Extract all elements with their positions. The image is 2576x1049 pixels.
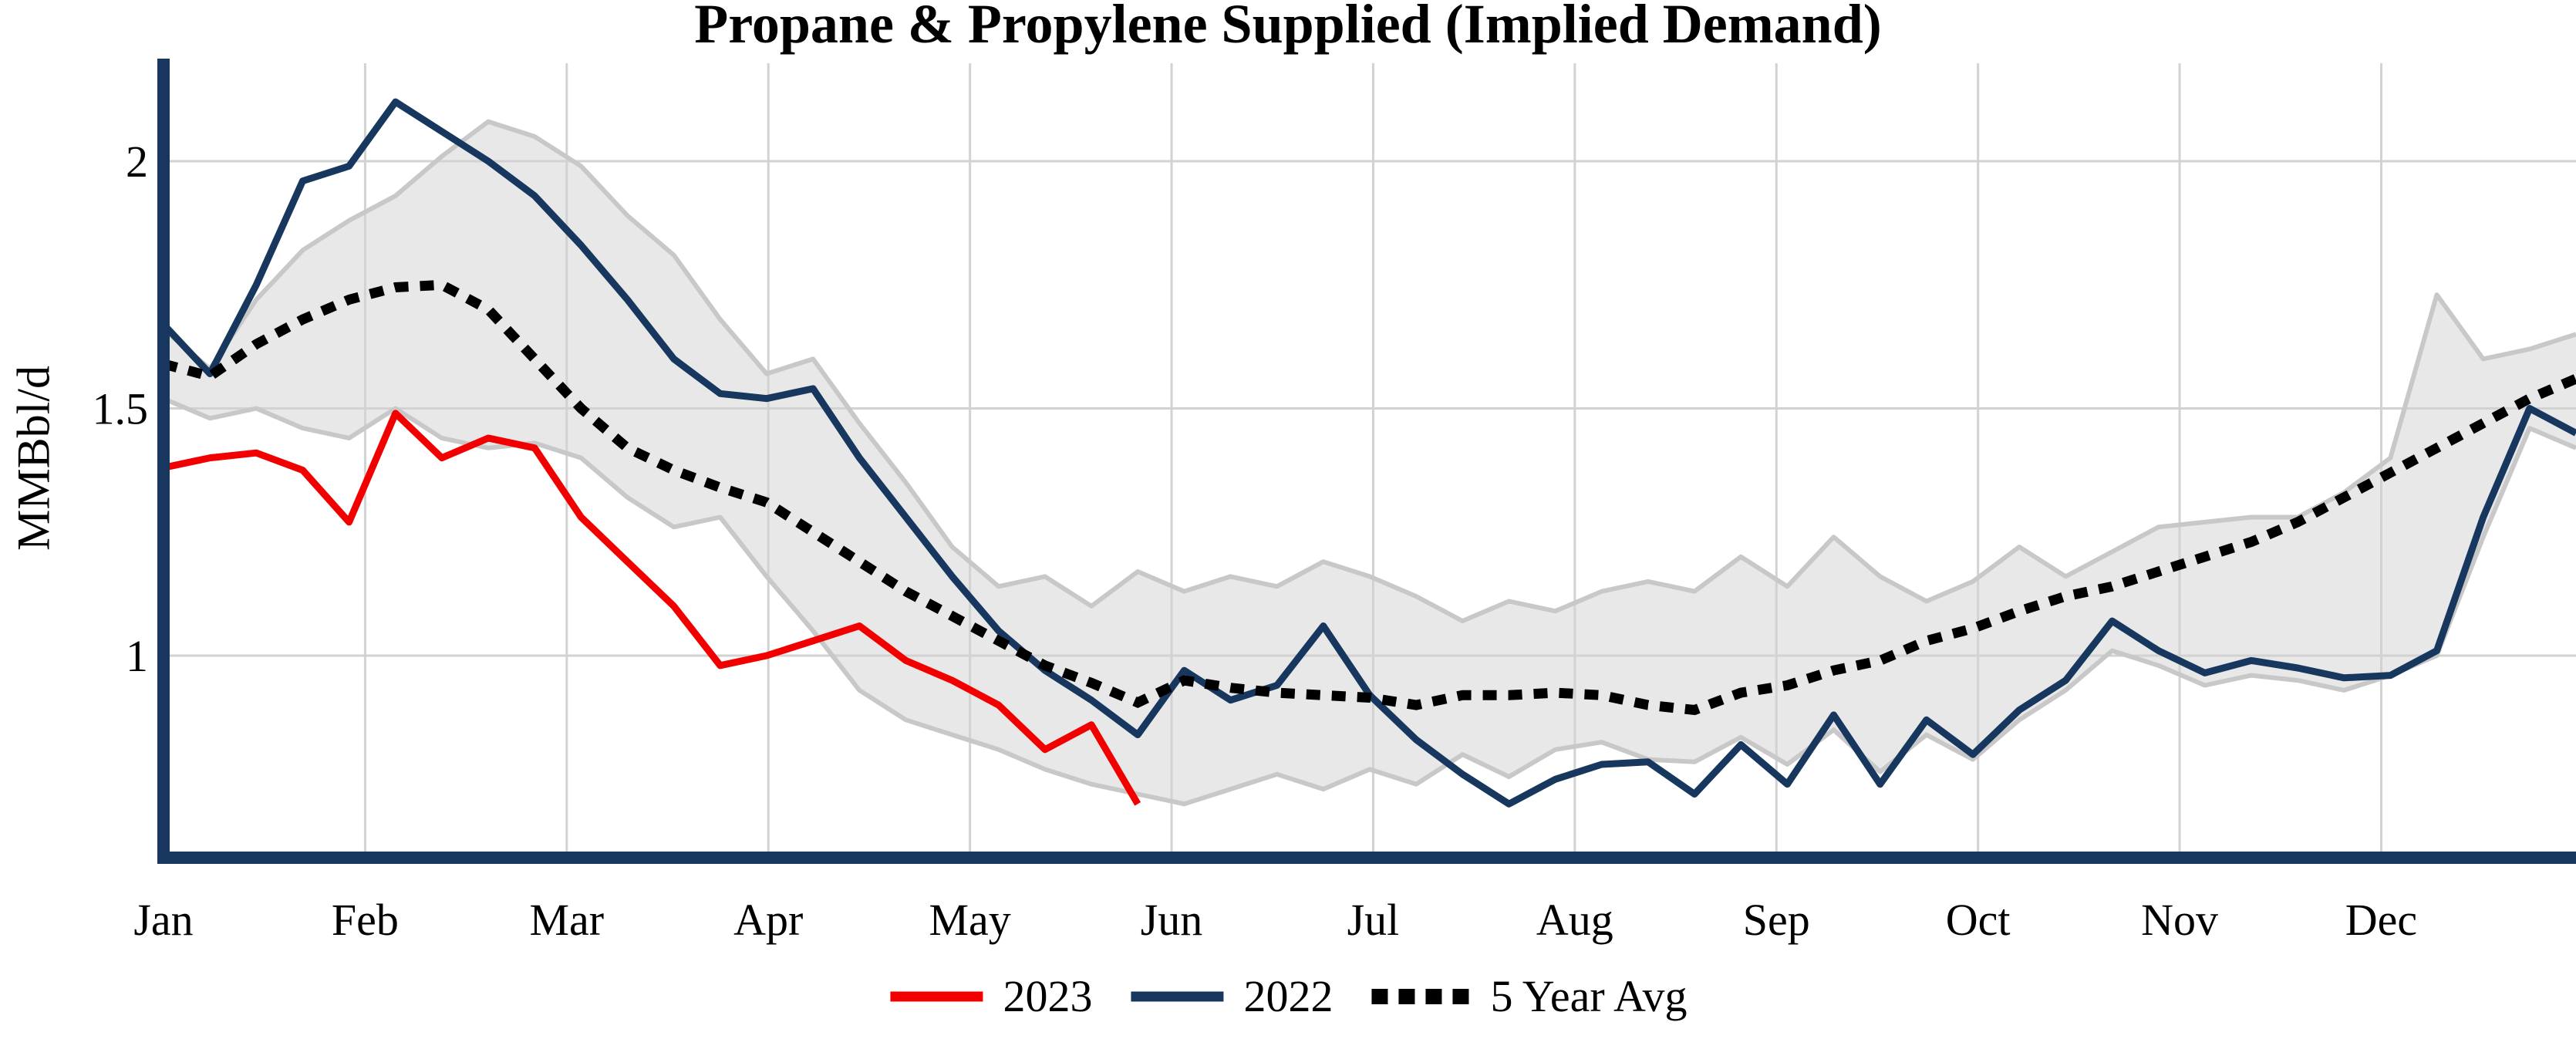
legend-item-2022: 2022 [1129,974,1333,1019]
x-tick-label: May [929,895,1010,945]
legend-item-2023: 2023 [888,974,1092,1019]
y-tick-label: 1 [126,631,148,681]
series-2023-line [163,410,1141,806]
x-tick-label: Mar [529,895,604,945]
series-5-year-avg-line [162,279,2576,716]
legend-item-5-year-avg: 5 Year Avg [1370,971,1688,1021]
x-tick-label: Apr [733,895,803,945]
y-tick-label: 2 [126,137,148,187]
x-axis-spine [157,852,2576,864]
x-tick-label: Nov [2141,895,2218,945]
legend-swatch-5-year-avg-icon [1371,989,1471,1004]
x-tick-label: Oct [1946,895,2011,945]
x-tick-label: Jul [1347,895,1400,945]
five-year-range-top-line [162,119,2576,624]
legend-label-2022: 2022 [1243,971,1334,1021]
legend-label-5-year-avg: 5 Year Avg [1490,971,1688,1021]
legend: 2023 2022 5 Year Avg [888,971,1688,1021]
y-tick-label: 1.5 [93,384,149,434]
x-tick-label: Sep [1743,895,1810,945]
x-tick-label: Dec [2345,895,2417,945]
x-tick-label: Jan [133,895,193,945]
y-axis-spine [157,59,170,864]
x-tick-label: Aug [1536,895,1613,945]
five-year-range-bottom-line [162,396,2576,807]
page-title: Propane & Propylene Supplied (Implied De… [694,0,1882,55]
x-tick-label: Jun [1141,895,1203,945]
x-tick-label: Feb [332,895,399,945]
legend-swatch-2023-icon [890,991,983,1002]
legend-swatch-2022-icon [1131,991,1224,1002]
five-year-range-band [164,121,2576,804]
legend-label-2023: 2023 [1003,971,1093,1021]
